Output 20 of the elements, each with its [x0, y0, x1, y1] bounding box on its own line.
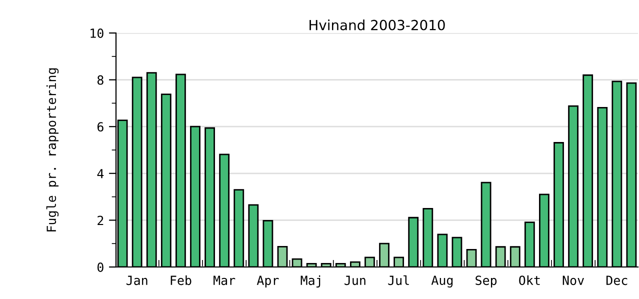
x-tick-label: Feb: [170, 275, 192, 286]
x-tick-label: Sep: [476, 276, 497, 288]
y-tick-label: 10: [90, 28, 104, 38]
x-tick-label: Aug: [431, 276, 453, 288]
y-tick-label: 6: [97, 122, 104, 132]
x-tick-label: Nov: [562, 276, 584, 286]
chart-title: Hvinand 2003-2010: [310, 20, 445, 30]
x-tick-label: Jun: [344, 276, 366, 286]
y-tick-label: 8: [97, 75, 104, 85]
x-tick-label: Apr: [256, 276, 279, 288]
y-tick-label: 2: [98, 216, 104, 225]
y-tick-label: 4: [97, 169, 104, 178]
x-tick-label: Jul: [388, 275, 409, 286]
x-tick-label: Mar: [214, 276, 236, 286]
x-tick-label: Jan: [126, 276, 148, 286]
x-tick-label: Okt: [519, 275, 540, 286]
x-tick-label: Maj: [300, 275, 320, 288]
x-tick-label: Dec: [606, 276, 628, 286]
y-axis-title: Fugle pr. rapportering: [46, 68, 59, 232]
y-tick-label: 0: [97, 262, 104, 272]
